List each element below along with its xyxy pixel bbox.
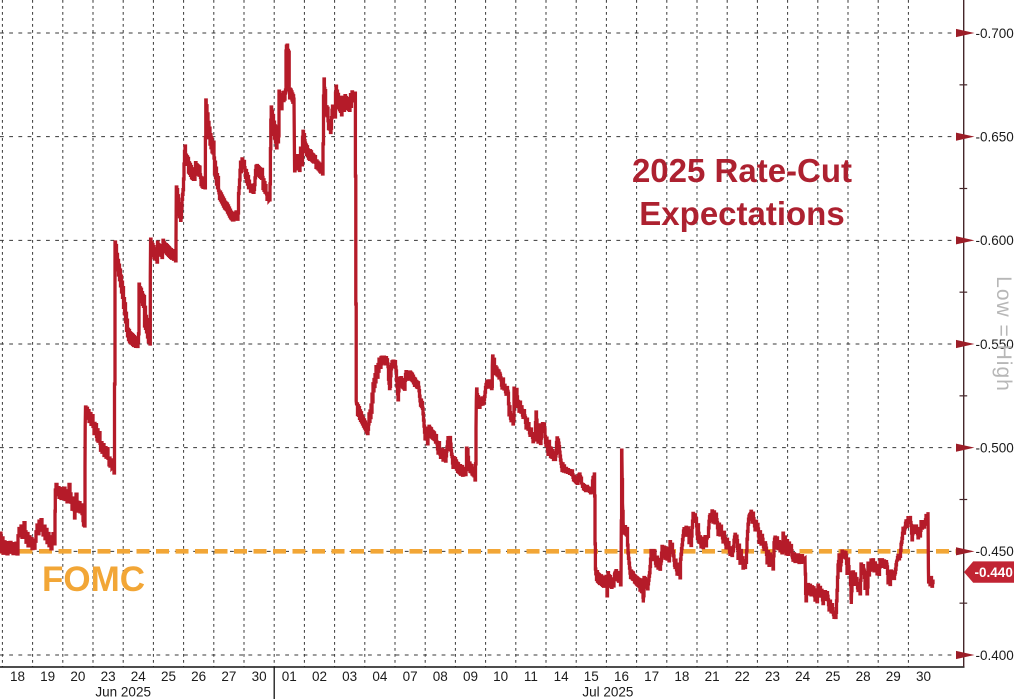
x-date-label: 11 [524, 669, 538, 684]
y-tick-label: -0.700 [976, 26, 1014, 41]
chart-title: 2025 Rate-Cut Expectations [577, 149, 907, 235]
y-tick-arrow-icon [956, 236, 975, 245]
x-date-label: 25 [825, 669, 840, 684]
chart-title-line1: 2025 Rate-Cut [631, 152, 853, 189]
y-tick-label: -0.650 [976, 129, 1014, 144]
x-month-label: Jul 2025 [582, 685, 633, 700]
y-tick-arrow-icon [956, 547, 975, 556]
y-tick-label: -0.600 [976, 233, 1014, 248]
x-date-label: 30 [916, 669, 931, 684]
x-date-label: 03 [342, 669, 357, 684]
y-tick-label: -0.550 [976, 337, 1014, 352]
x-date-label: 29 [886, 669, 901, 684]
x-date-label: 19 [40, 669, 55, 684]
x-date-label: 18 [10, 669, 25, 684]
x-date-label: 15 [584, 669, 599, 684]
x-date-label: 21 [705, 669, 720, 684]
x-axis-date-labels: 18 19 20 23 24 25 26 27 30 01 02 03 04 07 08 09 10 11 14 15… [10, 669, 931, 684]
x-date-label: 26 [191, 669, 206, 684]
x-month-label: Jun 2025 [95, 685, 151, 700]
x-date-label: 23 [101, 669, 116, 684]
x-date-label: 25 [161, 669, 176, 684]
x-date-label: 04 [372, 669, 388, 684]
x-date-label: 30 [252, 669, 267, 684]
x-date-label: 10 [493, 669, 508, 684]
last-value-badge-shape [964, 561, 1014, 583]
y-tick-arrow-icon [956, 132, 975, 141]
y-tick-label: -0.400 [976, 648, 1014, 663]
chart-title-line2: Expectations [639, 195, 845, 232]
y-tick-label: -0.500 [976, 440, 1014, 455]
y-axis-tick-labels: -0.700 -0.650 -0.600 -0.550 -0.500 -0.450 -0.4… [976, 26, 1014, 663]
rate-cut-series-line [0, 43, 935, 620]
x-date-label: 22 [735, 669, 750, 684]
y-tick-arrow-icon [956, 339, 975, 349]
x-axis-month-labels: Jun 2025 Jul 2025 [95, 685, 633, 700]
y-tick-arrow-icon [956, 28, 975, 38]
x-date-label: 24 [131, 669, 147, 684]
y-axis-side-label: Low = High [992, 276, 1014, 392]
x-date-label: 27 [221, 669, 236, 684]
last-value-badge: -0.440 [964, 561, 1014, 583]
x-date-label: 20 [70, 669, 85, 684]
x-date-label: 01 [282, 669, 297, 684]
last-value-badge-text: -0.440 [975, 565, 1013, 580]
x-date-label: 09 [463, 669, 478, 684]
y-axis-ticks [956, 28, 975, 660]
x-date-label: 14 [554, 669, 570, 684]
x-date-label: 24 [795, 669, 811, 684]
y-tick-arrow-icon [956, 650, 975, 660]
x-date-label: 17 [644, 669, 659, 684]
x-date-label: 18 [674, 669, 689, 684]
x-date-label: 23 [765, 669, 780, 684]
x-date-label: 07 [403, 669, 418, 684]
x-date-label: 28 [856, 669, 871, 684]
y-tick-label: -0.450 [976, 544, 1014, 559]
y-tick-arrow-icon [956, 443, 975, 452]
x-date-label: 02 [312, 669, 327, 684]
fomc-label: FOMC [42, 560, 146, 599]
x-date-label: 08 [433, 669, 448, 684]
x-date-label: 16 [614, 669, 629, 684]
